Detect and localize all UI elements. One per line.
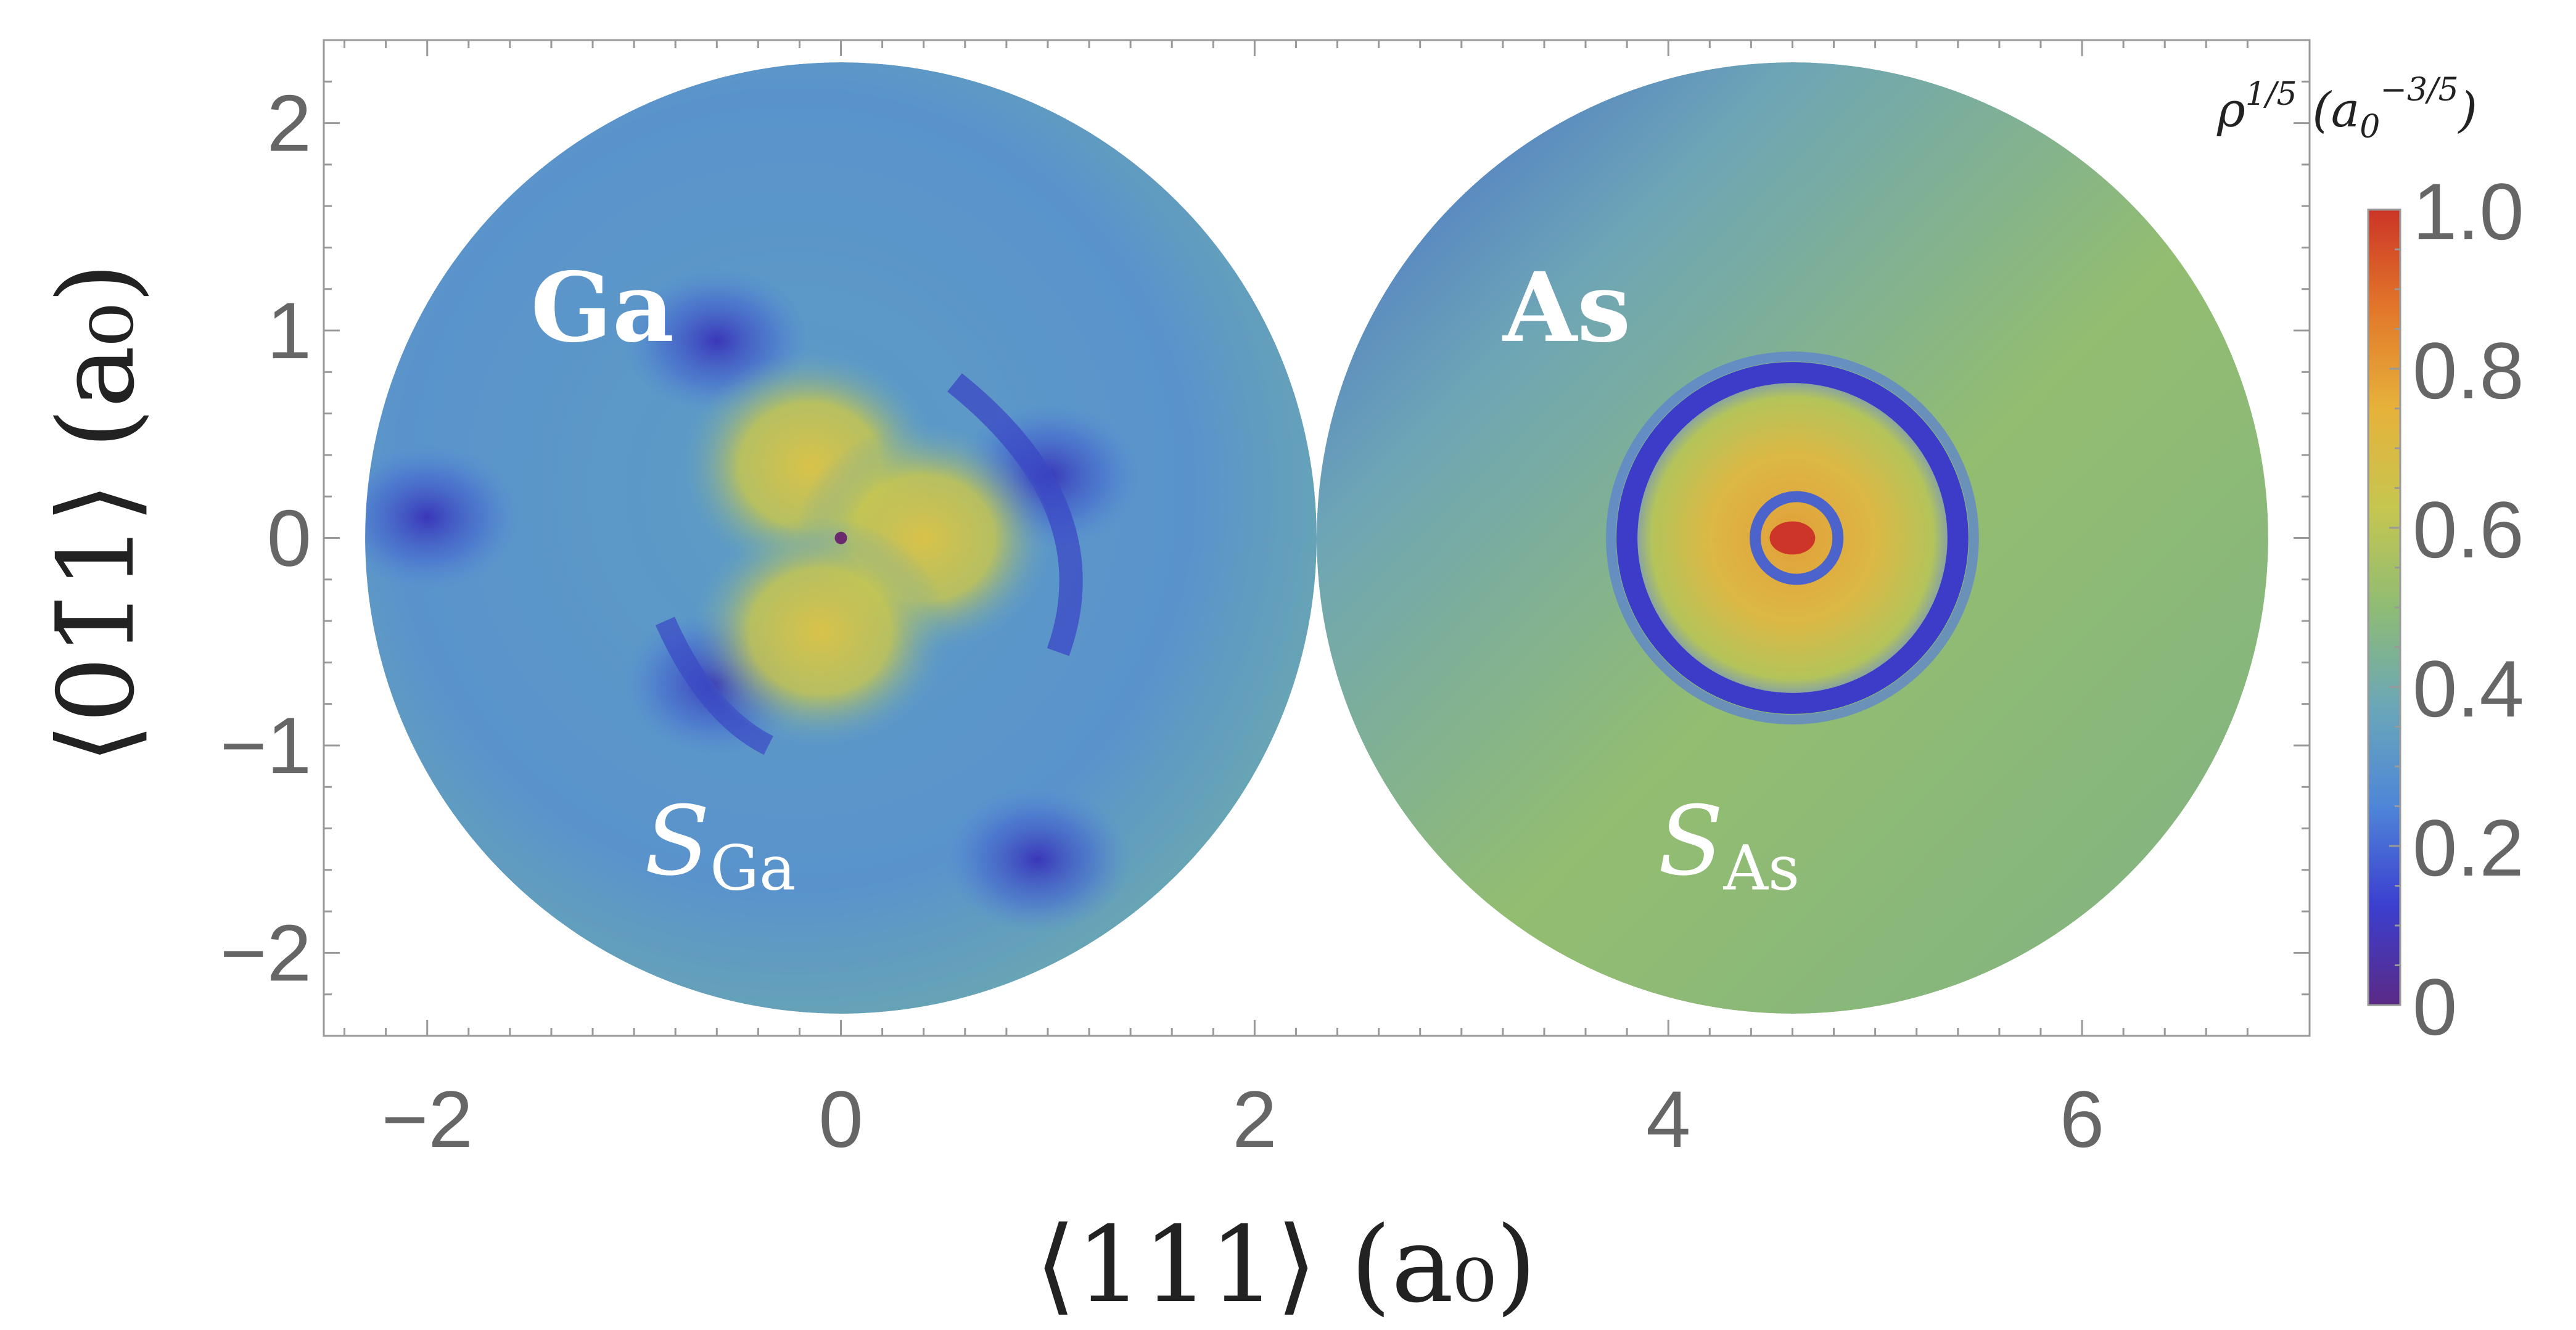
x-tick-label: 6 xyxy=(2060,1074,2104,1164)
x-tick-label: 2 xyxy=(1232,1074,1277,1164)
as-core-maximum xyxy=(1769,521,1816,555)
as-depletion-shell xyxy=(1616,362,1969,714)
colorbar-tick-label: 0.8 xyxy=(2413,326,2524,416)
x-axis-label: ⟨111⟩ (a₀) xyxy=(1035,1204,1536,1326)
colorbar-tick-label: 0.4 xyxy=(2413,644,2524,734)
colorbar-tick-label: 0 xyxy=(2413,962,2457,1052)
colorbar-tick-label: 1.0 xyxy=(2413,166,2524,257)
y-tick-label: 2 xyxy=(267,78,311,168)
y-axis-ticks: −2 −1 0 1 2 xyxy=(220,39,2310,1037)
ga-density-map xyxy=(365,62,1317,1014)
ga-depletion-band-right xyxy=(947,373,1083,656)
y-axis-label: ⟨01̄1⟩ (a₀) xyxy=(36,263,158,764)
plot-area: Ga As SGa SAs xyxy=(365,62,2268,1014)
ga-density-minimum-1 xyxy=(365,445,521,590)
as-density-map xyxy=(1317,62,2268,1014)
y-tick-label: −1 xyxy=(220,700,311,790)
colorbar-tick-label: 0.6 xyxy=(2413,485,2524,575)
as-atom-label: As xyxy=(1502,251,1631,364)
x-tick-label: 4 xyxy=(1646,1074,1690,1164)
x-axis-ticks: −2 0 2 4 6 xyxy=(344,40,2249,1164)
ga-depletion-band-left xyxy=(655,617,773,755)
as-depletion-shell-halo xyxy=(1606,351,1979,725)
x-tick-label: −2 xyxy=(382,1074,473,1164)
ga-density-lobe-2 xyxy=(692,517,949,745)
colorbar: 0 0.2 0.4 0.6 0.8 1.0 ρ1/5 (a0−3/5) xyxy=(2216,72,2524,1052)
y-tick-label: 1 xyxy=(267,285,311,376)
as-core-ring xyxy=(1750,491,1844,585)
ga-density-minimum-2 xyxy=(944,787,1131,932)
ga-surface-label: SGa xyxy=(644,786,796,905)
y-tick-label: 0 xyxy=(267,493,311,583)
x-tick-label: 0 xyxy=(818,1074,863,1164)
as-surface-label: SAs xyxy=(1658,786,1800,905)
ga-atom-label: Ga xyxy=(530,251,674,364)
y-tick-label: −2 xyxy=(220,908,311,998)
colorbar-tick-label: 0.2 xyxy=(2413,803,2524,893)
colorbar-title: ρ1/5 (a0−3/5) xyxy=(2216,72,2477,146)
ga-nucleus-point xyxy=(834,532,847,544)
